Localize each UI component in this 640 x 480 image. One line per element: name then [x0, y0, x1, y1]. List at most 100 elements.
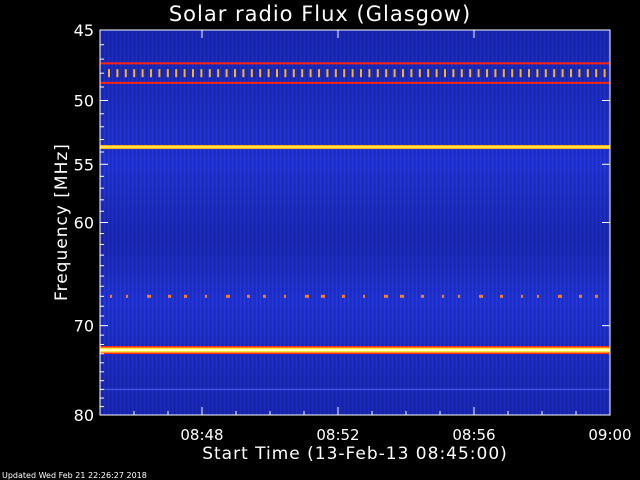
band-4-dot: [595, 294, 598, 298]
y-tick-label: 70: [74, 317, 94, 336]
band-1-burst: [234, 69, 236, 78]
band-1-burst: [334, 69, 337, 78]
band-1-burst: [250, 69, 253, 78]
band-1-burst: [486, 69, 488, 78]
band-1-burst: [292, 69, 295, 78]
x-tick-label: 08:52: [316, 426, 359, 444]
band-4-dot: [442, 294, 444, 298]
y-tick-label: 80: [74, 406, 94, 425]
band-4-dot: [521, 294, 523, 298]
x-tick-label: 08:48: [180, 426, 223, 444]
band-4-dot: [363, 294, 365, 298]
band-5-core: [100, 349, 610, 352]
band-1-burst: [192, 69, 194, 78]
band-1-burst: [200, 69, 203, 78]
band-1-burst: [444, 69, 446, 78]
band-1-burst: [536, 69, 539, 78]
band-4-dot: [342, 294, 345, 298]
band-1-burst: [595, 69, 598, 78]
band-6: [100, 388, 610, 391]
band-4-dot: [205, 294, 207, 298]
band-1-burst: [175, 69, 178, 78]
band-1-burst: [519, 69, 522, 78]
band-1-burst: [452, 69, 455, 78]
band-4-dot: [126, 294, 128, 298]
band-1-burst: [435, 69, 438, 78]
band-2: [100, 81, 610, 84]
band-1-burst: [150, 69, 152, 78]
x-axis-label: Start Time (13-Feb-13 08:45:00): [202, 444, 508, 464]
band-1-burst: [343, 69, 346, 78]
band-4-dot: [479, 294, 483, 298]
band-4-dot: [400, 294, 404, 298]
band-1-burst: [586, 69, 589, 78]
band-1-burst: [477, 69, 480, 78]
band-1-burst: [385, 69, 388, 78]
update-timestamp: Updated Wed Feb 21 22:26:27 2018: [2, 471, 147, 480]
x-tick-label: 09:00: [588, 426, 631, 444]
y-tick-label: 45: [74, 21, 94, 40]
band-1-burst: [116, 69, 119, 78]
band-1-burst: [528, 69, 530, 78]
band-1-burst: [603, 69, 606, 78]
band-4-dot: [558, 294, 562, 298]
band-1-burst: [368, 69, 371, 78]
band-4-dot: [537, 294, 539, 298]
band-1-burst: [360, 69, 362, 78]
band-4-dot: [384, 294, 388, 298]
band-1-burst: [267, 69, 270, 78]
x-tick-label: 08:56: [452, 426, 495, 444]
band-1-burst: [301, 69, 304, 78]
band-4-dot: [421, 294, 424, 298]
band-1-burst: [183, 69, 186, 78]
band-1-burst: [402, 69, 404, 78]
band-1-burst: [276, 69, 278, 78]
band-1-burst: [502, 69, 505, 78]
band-1-burst: [410, 69, 413, 78]
y-axis-label: Frequency [MHz]: [52, 143, 72, 301]
band-1-burst: [166, 69, 169, 78]
band-1-burst: [133, 69, 136, 78]
band-1-burst: [225, 69, 228, 78]
band-1-burst: [578, 69, 581, 78]
band-4-dot: [321, 294, 325, 298]
band-1-burst: [326, 69, 329, 78]
band-4-dot: [168, 294, 171, 298]
band-4-dot: [263, 294, 266, 298]
band-1-burst: [393, 69, 396, 78]
y-tick-label: 50: [74, 92, 94, 111]
band-1-burst: [460, 69, 463, 78]
band-1-burst: [511, 69, 514, 78]
band-1-burst: [494, 69, 497, 78]
band-1-burst: [108, 69, 110, 78]
band-1-burst: [124, 69, 127, 78]
y-axis: 45 50 55 60 70 80: [74, 21, 610, 425]
band-1-burst: [418, 69, 421, 78]
band-1-burst: [427, 69, 430, 78]
band-4-dot: [305, 294, 309, 298]
x-axis: 08:48 08:52 08:56 09:00: [133, 30, 632, 444]
band-4-dot: [579, 294, 582, 298]
band-4-dot: [247, 294, 250, 298]
band-3-core: [100, 146, 610, 149]
band-1-burst: [351, 69, 354, 78]
y-tick-label: 60: [74, 214, 94, 233]
y-tick-label: 55: [74, 155, 94, 174]
plot-shading: [100, 30, 610, 415]
band-1-burst: [376, 69, 379, 78]
band-4-dot: [226, 294, 230, 298]
band-4-dot: [500, 294, 503, 298]
band-1-burst: [544, 69, 547, 78]
band-1-burst: [553, 69, 556, 78]
band-1-burst: [208, 69, 211, 78]
band-1-burst: [284, 69, 287, 78]
band-1-burst: [141, 69, 144, 78]
band-4-dot: [110, 294, 112, 298]
band-4-dot: [284, 294, 286, 298]
band-1-burst: [158, 69, 161, 78]
band-1-burst: [242, 69, 245, 78]
band-4-dot: [458, 294, 460, 298]
band-4-dot: [184, 294, 187, 298]
band-1-burst: [259, 69, 262, 78]
chart-title: Solar radio Flux (Glasgow): [168, 2, 472, 26]
